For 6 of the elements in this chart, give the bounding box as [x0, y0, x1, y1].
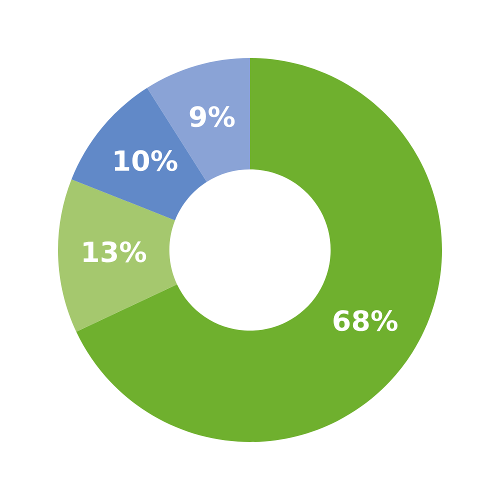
- data-label: 13%: [84, 241, 146, 262]
- donut-slice: [58, 179, 178, 332]
- data-label: 68%: [334, 310, 398, 332]
- data-label: 10%: [114, 150, 178, 172]
- donut-slice: [76, 58, 442, 442]
- data-label: 9%: [190, 106, 235, 128]
